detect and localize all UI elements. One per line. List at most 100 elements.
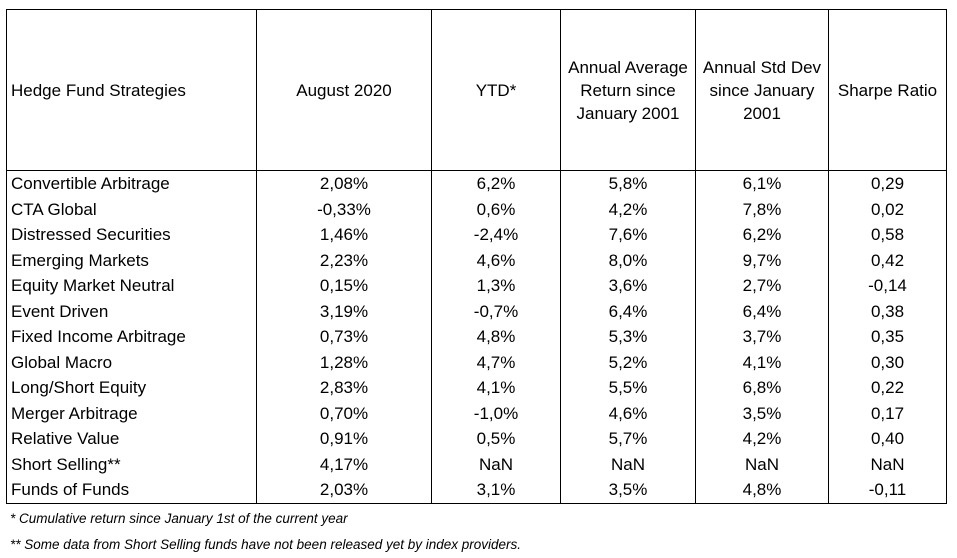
- footnote-ytd: * Cumulative return since January 1st of…: [10, 511, 348, 526]
- cell-ytd: 4,7%: [431, 349, 561, 375]
- cell-august-2020: 2,83%: [256, 375, 432, 401]
- cell-ytd: 0,5%: [431, 426, 561, 452]
- table-row: Distressed Securities 1,46% -2,4% 7,6% 6,2% 0…: [6, 222, 947, 248]
- cell-sharpe-ratio: 0,58: [828, 222, 947, 248]
- cell-august-2020: 2,03%: [256, 477, 432, 504]
- cell-annual-avg-return: 8,0%: [560, 247, 696, 273]
- cell-august-2020: 3,19%: [256, 298, 432, 324]
- cell-strategy-name: CTA Global: [6, 196, 257, 222]
- cell-strategy-name: Emerging Markets: [6, 247, 257, 273]
- cell-august-2020: 2,08%: [256, 170, 432, 197]
- cell-annual-std-dev: 7,8%: [695, 196, 829, 222]
- cell-annual-avg-return: 4,2%: [560, 196, 696, 222]
- cell-annual-avg-return: 3,6%: [560, 273, 696, 299]
- cell-august-2020: 0,15%: [256, 273, 432, 299]
- table-row: Short Selling** 4,17% NaN NaN NaN NaN: [6, 451, 947, 477]
- cell-ytd: 4,8%: [431, 324, 561, 350]
- cell-annual-std-dev: 3,5%: [695, 400, 829, 426]
- cell-sharpe-ratio: 0,30: [828, 349, 947, 375]
- cell-annual-avg-return: 5,5%: [560, 375, 696, 401]
- header-sharpe-ratio: Sharpe Ratio: [828, 9, 947, 171]
- cell-strategy-name: Distressed Securities: [6, 222, 257, 248]
- cell-strategy-name: Event Driven: [6, 298, 257, 324]
- table-row: Emerging Markets 2,23% 4,6% 8,0% 9,7% 0,42: [6, 247, 947, 273]
- cell-strategy-name: Funds of Funds: [6, 477, 257, 504]
- cell-sharpe-ratio: 0,42: [828, 247, 947, 273]
- cell-annual-avg-return: 4,6%: [560, 400, 696, 426]
- cell-ytd: 3,1%: [431, 477, 561, 504]
- cell-annual-std-dev: 6,1%: [695, 170, 829, 197]
- table-header: Hedge Fund Strategies August 2020 YTD* A…: [6, 9, 947, 171]
- table-row: Event Driven 3,19% -0,7% 6,4% 6,4% 0,38: [6, 298, 947, 324]
- footnote-short-selling: ** Some data from Short Selling funds ha…: [10, 537, 522, 552]
- cell-august-2020: 2,23%: [256, 247, 432, 273]
- cell-strategy-name: Equity Market Neutral: [6, 273, 257, 299]
- cell-annual-std-dev: 6,8%: [695, 375, 829, 401]
- table-row: Long/Short Equity 2,83% 4,1% 5,5% 6,8% 0,22: [6, 375, 947, 401]
- cell-annual-std-dev: 9,7%: [695, 247, 829, 273]
- cell-annual-avg-return: NaN: [560, 451, 696, 477]
- cell-ytd: NaN: [431, 451, 561, 477]
- cell-sharpe-ratio: -0,14: [828, 273, 947, 299]
- cell-ytd: 0,6%: [431, 196, 561, 222]
- cell-strategy-name: Convertible Arbitrage: [6, 170, 257, 197]
- table-row: CTA Global -0,33% 0,6% 4,2% 7,8% 0,02: [6, 196, 947, 222]
- cell-august-2020: 0,70%: [256, 400, 432, 426]
- cell-annual-avg-return: 5,7%: [560, 426, 696, 452]
- cell-strategy-name: Relative Value: [6, 426, 257, 452]
- table-row: Fixed Income Arbitrage 0,73% 4,8% 5,3% 3,7% 0…: [6, 324, 947, 350]
- table-row: Equity Market Neutral 0,15% 1,3% 3,6% 2,7% -0…: [6, 273, 947, 299]
- cell-annual-std-dev: 3,7%: [695, 324, 829, 350]
- cell-sharpe-ratio: 0,22: [828, 375, 947, 401]
- header-annual-avg-return: Annual Average Return since January 2001: [560, 9, 696, 171]
- cell-august-2020: 1,46%: [256, 222, 432, 248]
- cell-august-2020: 1,28%: [256, 349, 432, 375]
- cell-sharpe-ratio: 0,02: [828, 196, 947, 222]
- cell-annual-std-dev: NaN: [695, 451, 829, 477]
- cell-annual-std-dev: 4,1%: [695, 349, 829, 375]
- header-strategy: Hedge Fund Strategies: [6, 9, 257, 171]
- cell-sharpe-ratio: NaN: [828, 451, 947, 477]
- table-row: Convertible Arbitrage 2,08% 6,2% 5,8% 6,1% 0,…: [6, 170, 947, 197]
- cell-ytd: 4,1%: [431, 375, 561, 401]
- cell-ytd: -2,4%: [431, 222, 561, 248]
- cell-strategy-name: Fixed Income Arbitrage: [6, 324, 257, 350]
- cell-sharpe-ratio: 0,40: [828, 426, 947, 452]
- cell-annual-std-dev: 6,4%: [695, 298, 829, 324]
- table-row: Funds of Funds 2,03% 3,1% 3,5% 4,8% -0,11: [6, 477, 947, 504]
- cell-sharpe-ratio: 0,35: [828, 324, 947, 350]
- cell-ytd: -0,7%: [431, 298, 561, 324]
- table-row: Global Macro 1,28% 4,7% 5,2% 4,1% 0,30: [6, 349, 947, 375]
- cell-august-2020: 0,73%: [256, 324, 432, 350]
- cell-annual-avg-return: 5,3%: [560, 324, 696, 350]
- header-row: Hedge Fund Strategies August 2020 YTD* A…: [6, 9, 947, 171]
- header-ytd: YTD*: [431, 9, 561, 171]
- cell-annual-std-dev: 4,2%: [695, 426, 829, 452]
- cell-annual-avg-return: 5,8%: [560, 170, 696, 197]
- cell-sharpe-ratio: 0,17: [828, 400, 947, 426]
- cell-annual-avg-return: 5,2%: [560, 349, 696, 375]
- table-body: Convertible Arbitrage 2,08% 6,2% 5,8% 6,1% 0,…: [6, 170, 947, 504]
- cell-august-2020: 4,17%: [256, 451, 432, 477]
- hedge-fund-table: Hedge Fund Strategies August 2020 YTD* A…: [6, 9, 947, 504]
- cell-ytd: 1,3%: [431, 273, 561, 299]
- table-row: Merger Arbitrage 0,70% -1,0% 4,6% 3,5% 0,17: [6, 400, 947, 426]
- cell-annual-avg-return: 3,5%: [560, 477, 696, 504]
- table-row: Relative Value 0,91% 0,5% 5,7% 4,2% 0,40: [6, 426, 947, 452]
- cell-strategy-name: Long/Short Equity: [6, 375, 257, 401]
- cell-annual-avg-return: 7,6%: [560, 222, 696, 248]
- cell-sharpe-ratio: -0,11: [828, 477, 947, 504]
- cell-annual-std-dev: 2,7%: [695, 273, 829, 299]
- cell-ytd: -1,0%: [431, 400, 561, 426]
- header-annual-std-dev: Annual Std Dev since January 2001: [695, 9, 829, 171]
- cell-annual-std-dev: 6,2%: [695, 222, 829, 248]
- cell-august-2020: -0,33%: [256, 196, 432, 222]
- header-august-2020: August 2020: [256, 9, 432, 171]
- cell-strategy-name: Merger Arbitrage: [6, 400, 257, 426]
- cell-strategy-name: Global Macro: [6, 349, 257, 375]
- cell-annual-std-dev: 4,8%: [695, 477, 829, 504]
- cell-strategy-name: Short Selling**: [6, 451, 257, 477]
- cell-ytd: 4,6%: [431, 247, 561, 273]
- cell-sharpe-ratio: 0,29: [828, 170, 947, 197]
- cell-ytd: 6,2%: [431, 170, 561, 197]
